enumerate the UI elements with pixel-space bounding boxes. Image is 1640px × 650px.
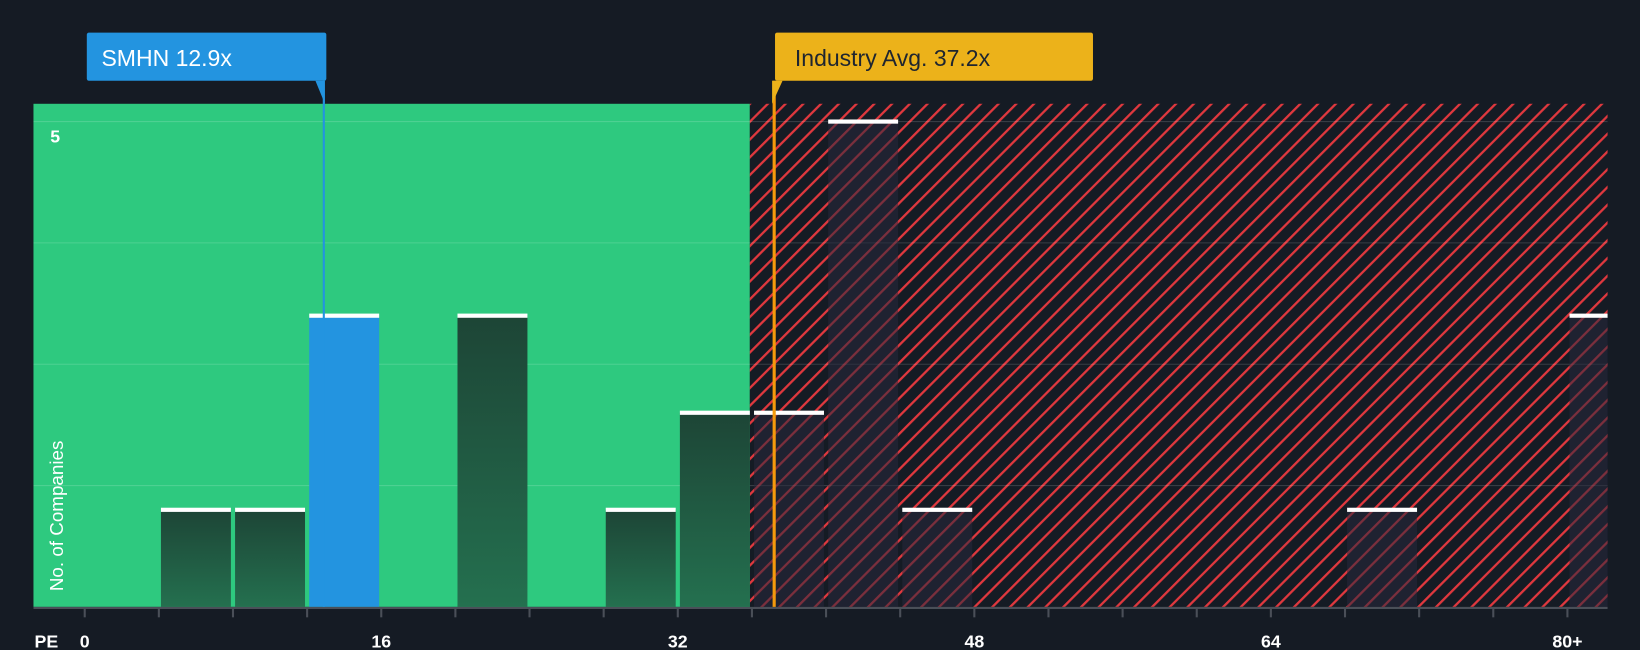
bar-top-cap	[754, 410, 824, 415]
bar-top-cap	[457, 313, 528, 318]
bar-top-cap	[1569, 313, 1608, 318]
histogram-bar	[828, 121, 899, 607]
histogram-bar	[457, 315, 528, 607]
company-callout-label: SMHN 12.9x	[101, 45, 232, 71]
bar-top-cap	[1347, 507, 1418, 512]
histogram-bar	[235, 509, 306, 607]
bar-top-cap	[235, 507, 306, 512]
bar-top-cap	[828, 119, 899, 124]
bar-top-cap	[679, 410, 750, 415]
histogram-bar	[1569, 315, 1608, 607]
x-tick-label: 80+	[1552, 632, 1582, 650]
x-tick-label: 32	[668, 632, 688, 650]
histogram-bar	[754, 412, 824, 607]
bar-top-cap	[309, 313, 380, 318]
industry-callout-label: Industry Avg. 37.2x	[795, 45, 991, 71]
x-tick-label: 0	[80, 632, 90, 650]
histogram-bar	[1347, 509, 1418, 607]
histogram-bar	[902, 509, 973, 607]
histogram-bar	[679, 412, 750, 607]
company-bar	[309, 315, 380, 607]
industry-callout: Industry Avg. 37.2x	[772, 32, 1093, 104]
company-callout: SMHN 12.9x	[86, 32, 327, 104]
histogram-bar	[605, 509, 676, 607]
x-axis-label: PE	[35, 632, 59, 650]
histogram-bar	[160, 509, 231, 607]
x-tick-label: 64	[1261, 632, 1281, 650]
bar-top-cap	[605, 507, 676, 512]
bar-top-cap	[160, 507, 231, 512]
x-tick-label: 16	[371, 632, 391, 650]
bar-top-cap	[902, 507, 973, 512]
y-axis-label: No. of Companies	[46, 441, 67, 592]
x-tick-label: 48	[964, 632, 984, 650]
y-tick-label-5: 5	[50, 126, 60, 146]
